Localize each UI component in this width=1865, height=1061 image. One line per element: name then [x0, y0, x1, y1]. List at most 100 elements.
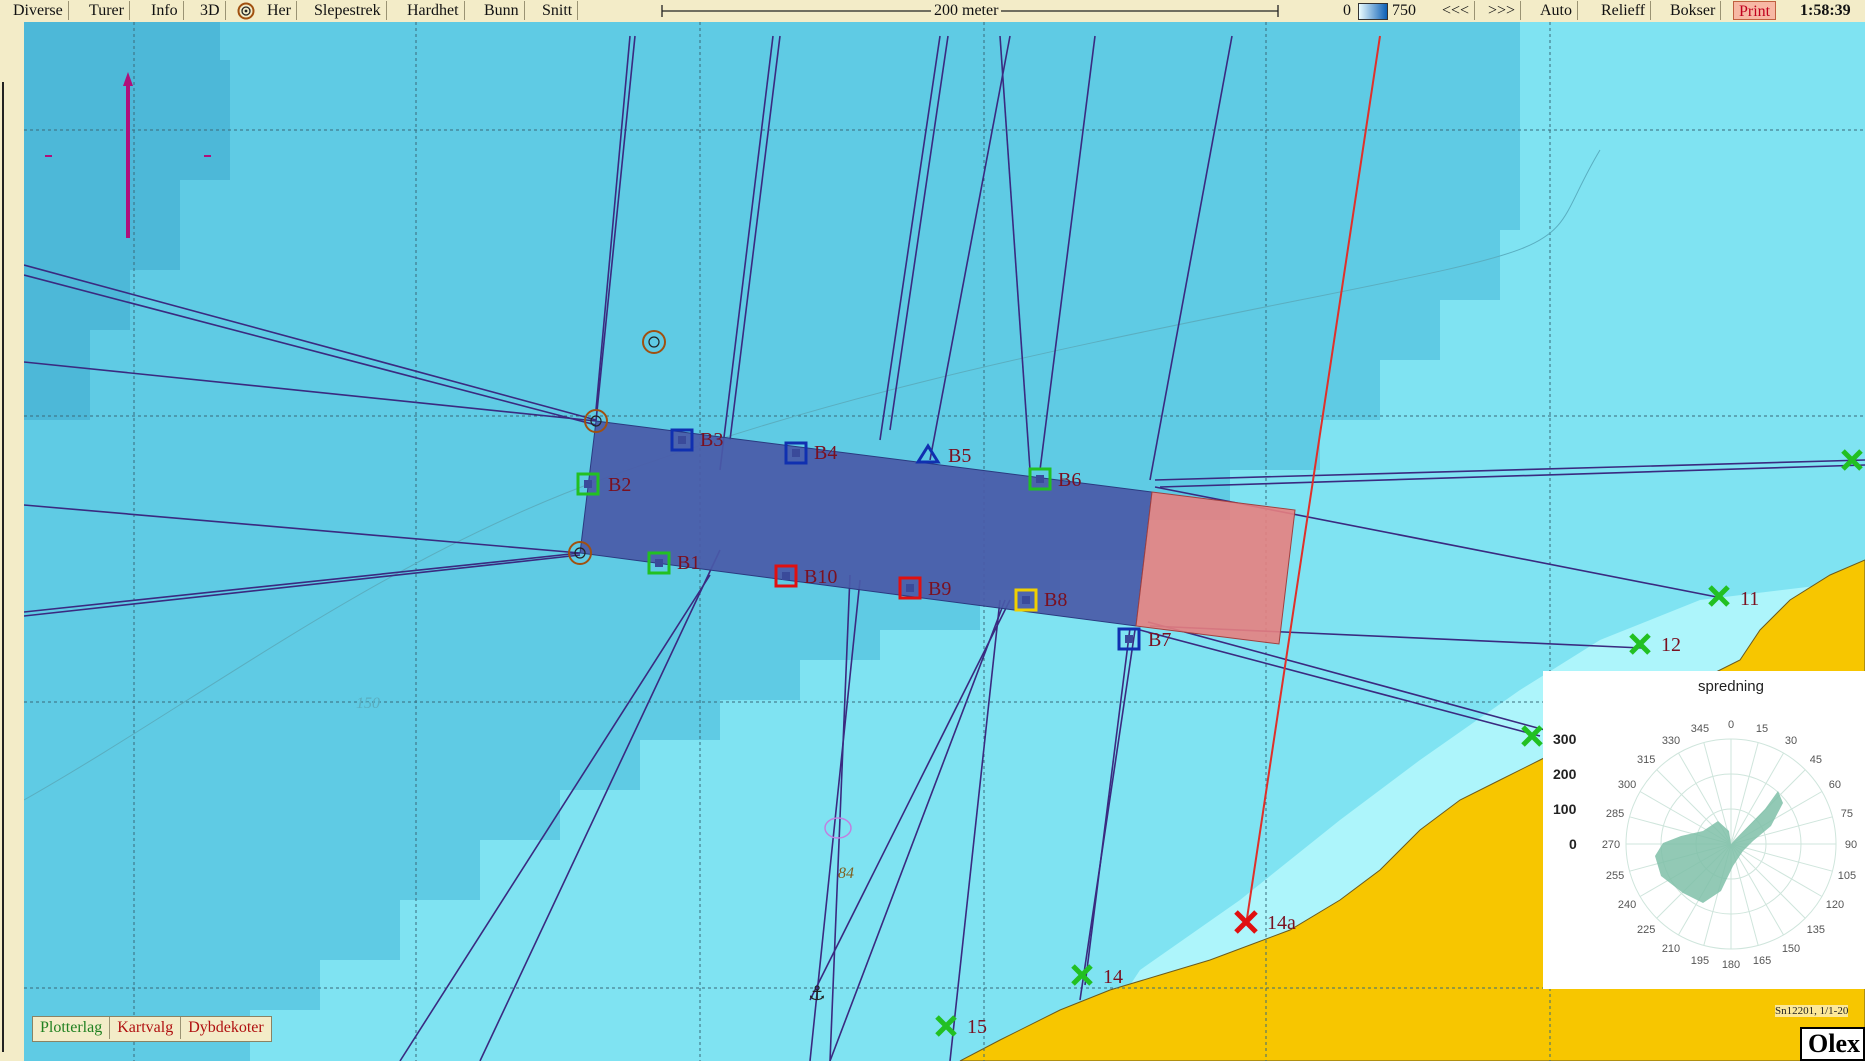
marker-15[interactable]: 15 — [935, 1015, 987, 1038]
rose-angle-label: 315 — [1637, 754, 1655, 766]
rose-angle-label: 0 — [1728, 719, 1734, 731]
rose-title: spredning — [1698, 678, 1764, 695]
scale-bar: 200 meter — [660, 0, 1280, 22]
rose-angle-label: 225 — [1637, 924, 1655, 936]
wp-b2[interactable]: B2 — [576, 472, 631, 496]
wp-b4[interactable]: B4 — [784, 441, 837, 465]
buoy-symbol — [824, 817, 852, 839]
rose-spoke — [1730, 843, 1833, 872]
menu-hardhet[interactable]: Hardhet — [402, 1, 465, 20]
bokser-button[interactable]: Bokser — [1665, 1, 1722, 20]
rose-angle-label: 60 — [1829, 779, 1841, 791]
rose-angle-label: 90 — [1845, 839, 1857, 851]
vessel-tracks — [24, 35, 1865, 1061]
rose-spoke — [1730, 843, 1806, 919]
menu-bunn[interactable]: Bunn — [479, 1, 525, 20]
map-credit: Sn12201, 1/1-20 — [1775, 1005, 1849, 1017]
rose-radial-300: 300 — [1553, 731, 1577, 747]
svg-text:14a: 14a — [1267, 912, 1296, 934]
rose-angle-label: 45 — [1810, 754, 1822, 766]
auto-button[interactable]: Auto — [1535, 1, 1578, 20]
position-target-icon[interactable] — [237, 2, 255, 20]
rose-spoke — [1730, 843, 1784, 936]
depth-color-legend[interactable] — [1358, 3, 1388, 20]
menu-diverse[interactable]: Diverse — [8, 1, 69, 20]
top-toolbar: Diverse Turer Info 3D Her Slepestrek Har… — [0, 0, 1865, 23]
wp-b5[interactable]: B5 — [915, 443, 971, 467]
svg-text:12: 12 — [1661, 634, 1681, 656]
menu-slepestrek[interactable]: Slepestrek — [309, 1, 387, 20]
svg-text:B9: B9 — [928, 578, 951, 600]
prev-button[interactable]: <<< — [1437, 1, 1476, 20]
north-arrow — [45, 72, 211, 238]
rose-radial-0: 0 — [1569, 836, 1577, 852]
depth-contour — [24, 149, 1601, 801]
menu-info[interactable]: Info — [146, 1, 184, 20]
depth-label-84: 84 — [838, 865, 854, 882]
marker-12[interactable]: 12 — [1629, 633, 1681, 656]
rose-angle-label: 285 — [1606, 808, 1624, 820]
anchor-icon: ⚓ — [808, 981, 826, 1005]
rose-angle-label: 135 — [1807, 924, 1825, 936]
wp-b10[interactable]: B10 — [774, 564, 837, 588]
svg-text:B8: B8 — [1044, 589, 1067, 611]
rose-angle-label: 180 — [1722, 959, 1740, 971]
print-button[interactable]: Print — [1733, 1, 1777, 20]
rose-angle-label: 300 — [1618, 779, 1636, 791]
marker-14[interactable]: 14 — [1071, 964, 1123, 988]
rose-angle-label: 120 — [1826, 899, 1844, 911]
clock: 1:58:39 — [1800, 2, 1851, 19]
current-rose-panel: spredning 0 15 30 45 60 75 90 105 120 135 150 165 18… — [1543, 671, 1865, 989]
svg-text:B7: B7 — [1148, 629, 1171, 651]
svg-text:11: 11 — [1740, 588, 1759, 610]
wp-b1[interactable]: B1 — [647, 551, 700, 575]
svg-text:B1: B1 — [677, 552, 700, 574]
rose-angle-label: 210 — [1662, 943, 1680, 955]
rose-angle-label: 15 — [1756, 723, 1768, 735]
mooring-frame-red — [1135, 491, 1296, 645]
wp-b9[interactable]: B9 — [898, 576, 951, 600]
tab-dybdekoter[interactable]: Dybdekoter — [188, 1019, 264, 1036]
wp-b7[interactable]: B7 — [1117, 627, 1171, 651]
rose-angle-label: 165 — [1753, 955, 1771, 967]
marker-edge[interactable] — [1841, 449, 1863, 471]
rose-spoke — [1703, 742, 1732, 845]
rose-angle-label: 330 — [1662, 735, 1680, 747]
rose-angle-label: 270 — [1602, 839, 1620, 851]
scale-label: 200 meter — [931, 1, 1002, 21]
menu-snitt[interactable]: Snitt — [537, 1, 579, 20]
svg-text:15: 15 — [967, 1016, 987, 1038]
wp-b3[interactable]: B3 — [670, 428, 723, 452]
svg-text:B6: B6 — [1058, 469, 1081, 491]
buoy-markers — [568, 330, 666, 565]
svg-text:14: 14 — [1103, 966, 1123, 988]
menu-3d[interactable]: 3D — [195, 1, 226, 20]
rose-angle-labels: 0 15 30 45 60 75 90 105 120 135 150 165 180 195 210 225… — [1602, 719, 1857, 971]
rose-angle-label: 255 — [1606, 870, 1624, 882]
menu-turer[interactable]: Turer — [84, 1, 130, 20]
svg-text:B4: B4 — [814, 442, 837, 464]
marker-11[interactable]: 11 — [1708, 585, 1759, 610]
wp-b8[interactable]: B8 — [1014, 588, 1067, 612]
olex-logo: Olex — [1800, 1027, 1865, 1061]
wp-b6[interactable]: B6 — [1028, 467, 1081, 491]
marker-14a[interactable]: 14a — [1234, 910, 1296, 934]
rose-spoke — [1730, 843, 1823, 897]
depth-label-150: 150 — [356, 695, 380, 712]
rose-angle-label: 195 — [1691, 955, 1709, 967]
next-button[interactable]: >>> — [1483, 1, 1522, 20]
relieff-button[interactable]: Relieff — [1596, 1, 1652, 20]
rose-radial-100: 100 — [1553, 801, 1577, 817]
marker-13[interactable] — [1521, 725, 1543, 747]
bottom-tabs: Plotterlag Kartvalg Dybdekoter — [32, 1016, 272, 1042]
rose-spoke — [1730, 752, 1784, 845]
red-course-line — [1245, 35, 1381, 926]
tab-kartvalg[interactable]: Kartvalg — [110, 1017, 182, 1039]
svg-text:B5: B5 — [948, 445, 971, 467]
rose-distribution — [1655, 791, 1783, 903]
depth-max-label: 750 — [1392, 2, 1416, 19]
menu-her[interactable]: Her — [262, 1, 297, 20]
rose-angle-label: 240 — [1618, 899, 1636, 911]
svg-text:B3: B3 — [700, 429, 723, 451]
tab-plotterlag[interactable]: Plotterlag — [33, 1017, 111, 1039]
